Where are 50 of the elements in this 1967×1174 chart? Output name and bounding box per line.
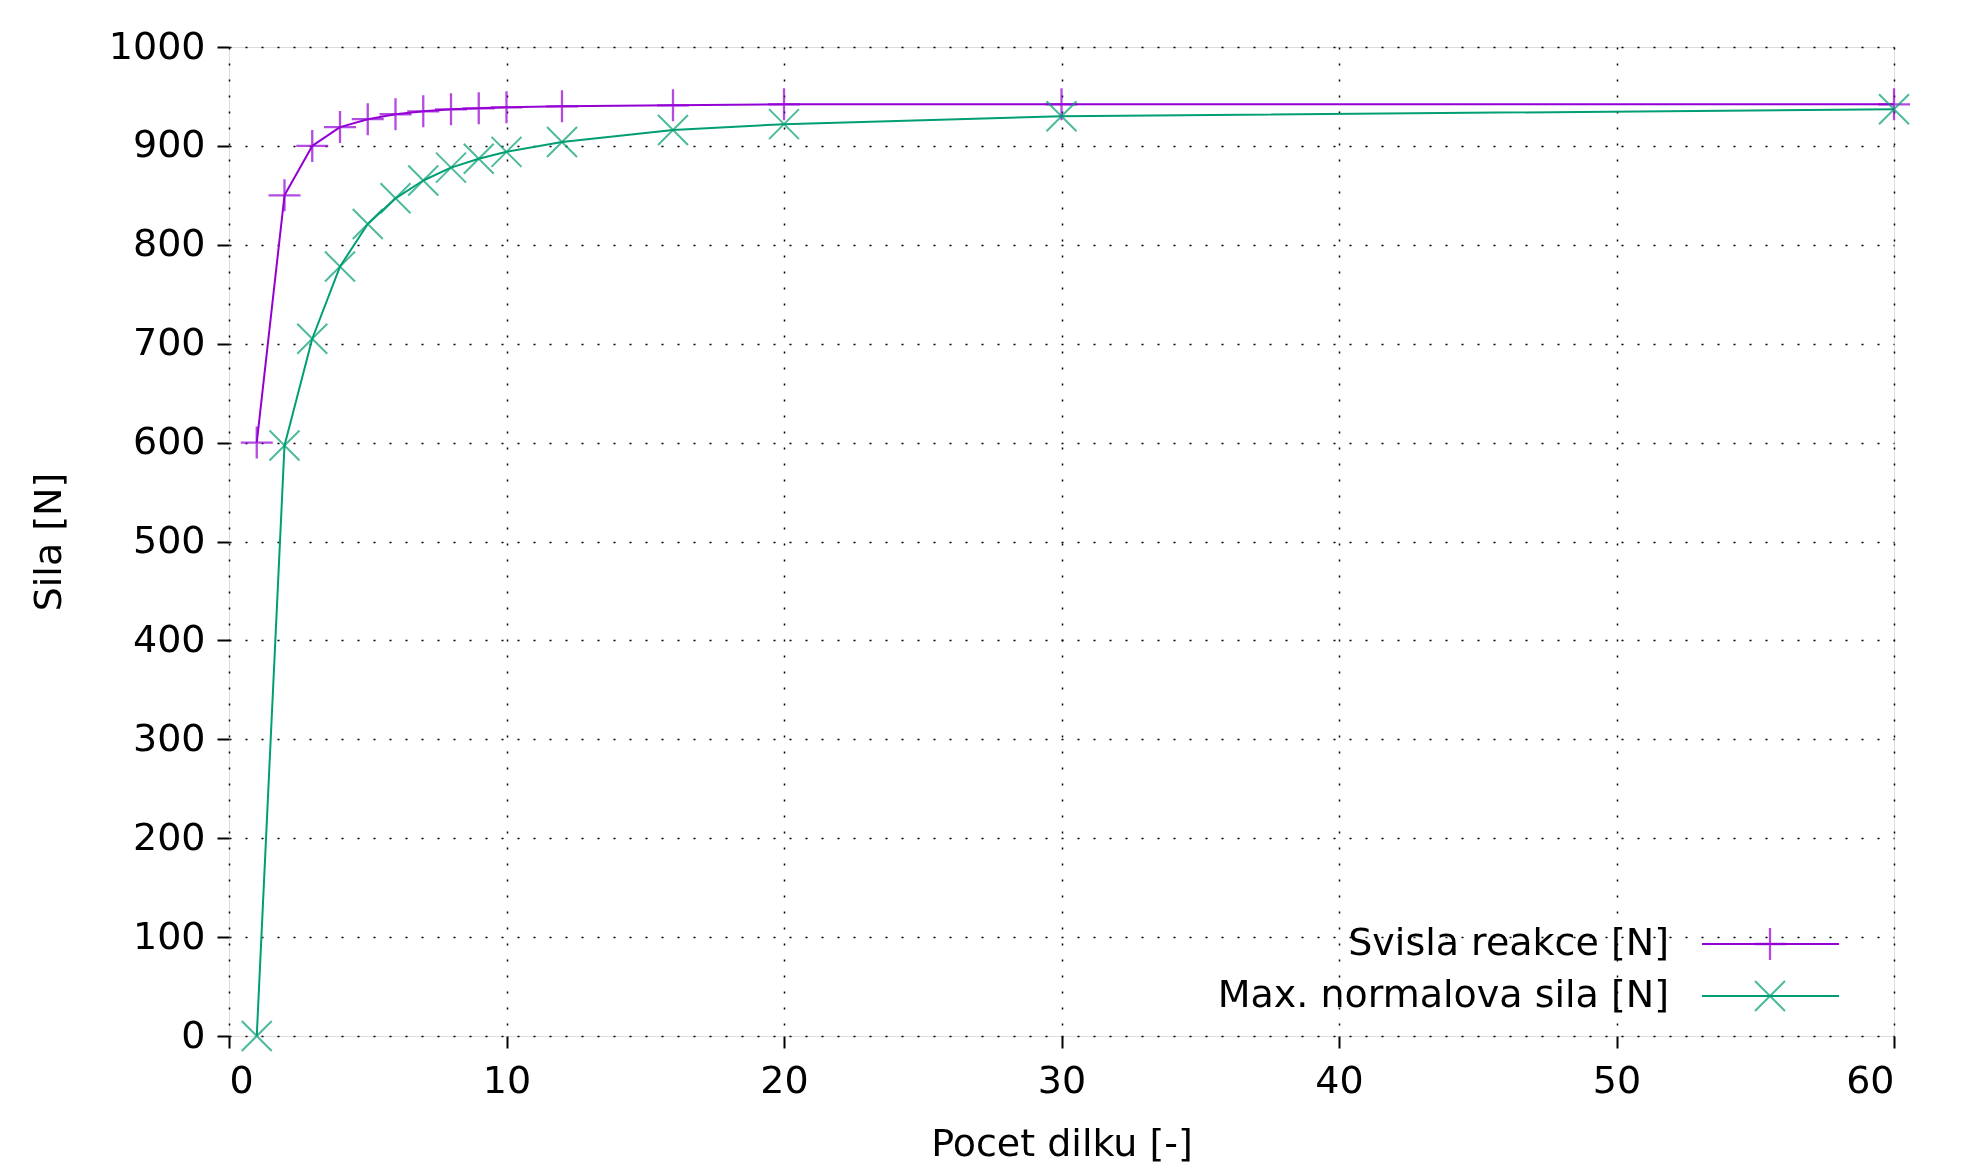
y-tick-label: 300: [132, 715, 206, 760]
point: [435, 93, 467, 126]
point: [768, 108, 800, 141]
point: [324, 111, 356, 144]
point: [768, 88, 800, 121]
y-tick-label: 100: [132, 913, 206, 958]
point: [379, 182, 412, 215]
x-tick-label: 60: [1846, 1057, 1895, 1102]
x-tick-label: 50: [1592, 1057, 1642, 1102]
x-tick-label: 10: [482, 1057, 532, 1102]
x-tick-label: 20: [760, 1057, 809, 1102]
point: [407, 95, 440, 128]
point: [490, 91, 523, 124]
point: [240, 426, 273, 459]
point: [435, 151, 467, 184]
y-tick-label: 400: [132, 616, 206, 661]
point: [1045, 100, 1078, 133]
x-tick-label: 30: [1037, 1057, 1087, 1102]
point: [268, 429, 301, 462]
y-tick-label: 800: [132, 221, 206, 266]
point: [657, 114, 689, 147]
point: [490, 135, 523, 168]
y-tick-label: 1000: [108, 23, 206, 68]
point: [546, 125, 578, 158]
legend-label: Svisla reakce [N]: [1348, 920, 1669, 964]
point: [296, 322, 329, 355]
point: [296, 129, 329, 162]
x-tick-label: 40: [1315, 1057, 1364, 1102]
y-tick-label: 0: [181, 1012, 206, 1057]
point: [351, 208, 384, 241]
y-tick-label: 900: [132, 122, 206, 167]
point: [1045, 88, 1078, 121]
point: [657, 89, 689, 122]
point: [324, 250, 356, 283]
y-tick-label: 500: [132, 518, 206, 562]
y-tick-label: 700: [132, 320, 206, 365]
y-tick-label: 200: [132, 814, 206, 859]
x-tick-label: 0: [229, 1057, 254, 1102]
point: [379, 98, 412, 131]
y-axis-title: Sila [N]: [25, 472, 70, 612]
x-axis-title: Pocet dilku [-]: [931, 1120, 1193, 1165]
legend-label: Max. normalova sila [N]: [1217, 972, 1669, 1016]
y-tick-label: 600: [132, 419, 206, 464]
point: [351, 103, 384, 136]
point: [268, 179, 301, 212]
point: [462, 142, 495, 175]
point: [240, 1020, 273, 1052]
point: [546, 90, 578, 123]
point: [407, 164, 440, 197]
point: [462, 92, 495, 125]
